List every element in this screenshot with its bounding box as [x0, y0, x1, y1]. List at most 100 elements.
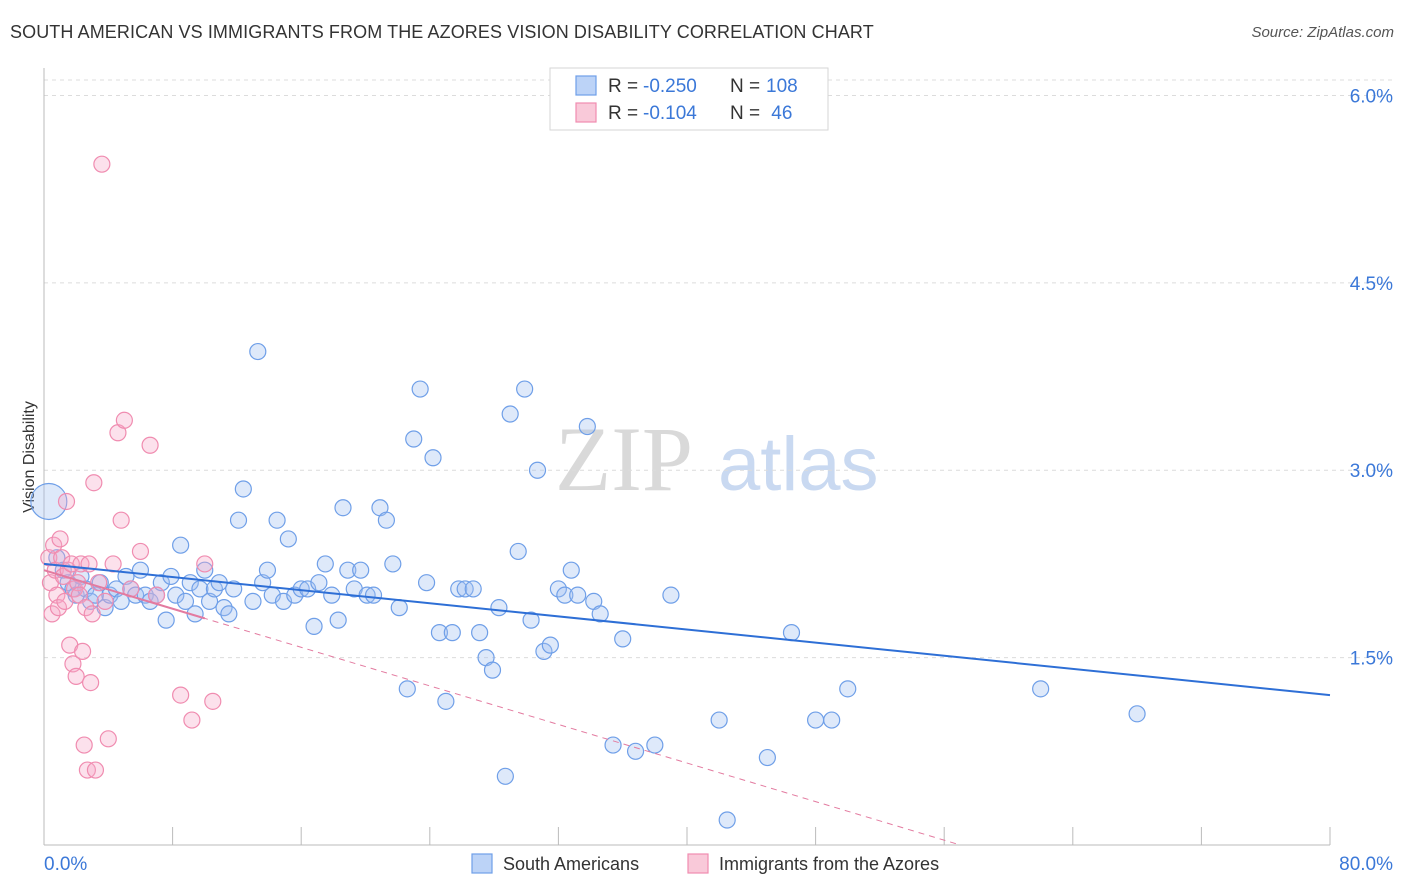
legend-r-value-2: -0.104 — [643, 103, 697, 124]
point-south-americans-76 — [464, 580, 482, 598]
legend-swatch-azores — [575, 102, 597, 123]
point-south-americans-82 — [501, 405, 519, 423]
watermark: ZIP atlas — [555, 408, 879, 510]
point-south-americans-69 — [417, 574, 436, 592]
point-south-americans-57 — [339, 561, 357, 579]
point-azores-38 — [131, 542, 150, 561]
point-south-americans-41 — [249, 342, 267, 361]
point-azores-11 — [57, 492, 76, 511]
chart-title: SOUTH AMERICAN VS IMMIGRANTS FROM THE AZ… — [10, 22, 874, 42]
point-south-americans-95 — [591, 605, 609, 623]
point-south-americans-52 — [310, 574, 328, 592]
x-tick-label-max: 80.0% — [1339, 854, 1393, 875]
y-tick-label-0: 1.5% — [1350, 649, 1393, 670]
point-south-americans-89 — [549, 580, 568, 598]
point-south-americans-38 — [229, 511, 248, 529]
point-south-americans-71 — [430, 624, 449, 642]
series-legend: South Americans Immigrants from the Azor… — [471, 853, 939, 874]
point-azores-33 — [99, 730, 117, 748]
point-south-americans-80 — [490, 599, 508, 617]
point-south-americans-31 — [196, 561, 214, 579]
point-south-americans-37 — [225, 580, 243, 598]
point-azores-43 — [196, 555, 214, 573]
point-azores-30 — [90, 574, 108, 592]
point-south-americans-70 — [424, 449, 442, 467]
point-south-americans-45 — [268, 511, 286, 529]
point-south-americans-88 — [541, 636, 559, 654]
point-south-americans-97 — [614, 630, 632, 648]
point-azores-39 — [141, 436, 159, 454]
point-south-americans-107 — [839, 680, 857, 698]
legend-r-label-2: R = — [608, 103, 643, 124]
point-south-americans-18 — [131, 561, 150, 579]
point-south-americans-99 — [646, 736, 664, 754]
point-south-americans-87 — [535, 642, 553, 660]
point-south-americans-55 — [329, 611, 347, 629]
point-south-americans-74 — [450, 580, 468, 598]
point-south-americans-83 — [509, 542, 527, 561]
point-azores-3 — [45, 536, 63, 554]
point-azores-22 — [75, 736, 93, 754]
point-south-americans-61 — [364, 586, 383, 604]
y-tick-label-2: 4.5% — [1350, 274, 1393, 295]
bottom-legend-label-azores: Immigrants from the Azores — [719, 854, 939, 874]
point-south-americans-51 — [305, 617, 323, 635]
point-azores-7 — [51, 530, 69, 548]
trend-lines — [43, 562, 1331, 846]
point-south-americans-23 — [157, 611, 175, 629]
legend-n-value-2: 46 — [766, 103, 792, 124]
point-south-americans-91 — [562, 561, 580, 579]
point-azores-41 — [172, 686, 190, 704]
point-south-americans-64 — [384, 555, 402, 573]
point-south-americans-26 — [172, 536, 190, 554]
gridlines — [44, 79, 1393, 659]
y-tick-label-3: 6.0% — [1350, 86, 1393, 107]
legend-r-label-1: R = — [608, 76, 643, 97]
point-south-americans-93 — [578, 417, 596, 436]
point-south-americans-53 — [316, 555, 334, 573]
point-south-americans-79 — [483, 661, 502, 679]
point-azores-42 — [183, 711, 201, 729]
bottom-legend-swatch-south-americans — [471, 853, 493, 874]
point-south-americans-67 — [405, 430, 423, 448]
point-south-americans-54 — [323, 586, 341, 604]
legend-r-value-1: -0.250 — [643, 76, 697, 97]
point-south-americans-77 — [471, 624, 489, 642]
point-south-americans-104 — [782, 624, 801, 642]
y-tick-label-1: 3.0% — [1350, 461, 1393, 482]
point-south-americans-27 — [176, 592, 195, 611]
point-south-americans-72 — [437, 692, 455, 710]
correlation-legend: R = -0.250 N = 108 R = -0.104 N = 46 — [549, 67, 829, 131]
point-azores-45 — [112, 511, 130, 529]
legend-n-label-2: N = — [730, 103, 765, 124]
point-south-americans-68 — [411, 380, 429, 398]
point-south-americans-36 — [220, 605, 238, 623]
x-ticks — [43, 827, 1331, 845]
legend-n-value-1: 108 — [766, 76, 798, 97]
point-south-americans-90 — [556, 586, 574, 604]
trend-line-azores-solid — [43, 569, 206, 620]
point-south-americans-73 — [443, 624, 461, 642]
point-south-americans-92 — [569, 586, 587, 604]
point-south-americans-56 — [334, 499, 352, 517]
point-azores-26 — [82, 674, 100, 692]
point-south-americans-43 — [258, 561, 277, 579]
point-south-americans-25 — [167, 586, 185, 604]
bottom-legend-swatch-azores — [687, 853, 709, 874]
point-azores-32 — [96, 592, 114, 611]
point-azores-21 — [73, 642, 92, 660]
watermark-atlas: atlas — [718, 422, 879, 507]
watermark-zip: ZIP — [555, 408, 693, 510]
point-south-americans-66 — [398, 680, 416, 698]
bottom-legend-label-south-americans: South Americans — [503, 854, 639, 874]
point-south-americans-108 — [1032, 680, 1050, 698]
trend-line-south-americans — [43, 562, 1331, 697]
point-azores-23 — [77, 599, 95, 617]
point-south-americans-102 — [718, 811, 736, 829]
point-south-americans-84 — [516, 380, 534, 398]
y-axis-title: Vision Disability — [21, 401, 38, 513]
point-azores-2 — [43, 605, 61, 623]
point-south-americans-63 — [377, 511, 395, 529]
point-south-americans-100 — [662, 586, 680, 604]
